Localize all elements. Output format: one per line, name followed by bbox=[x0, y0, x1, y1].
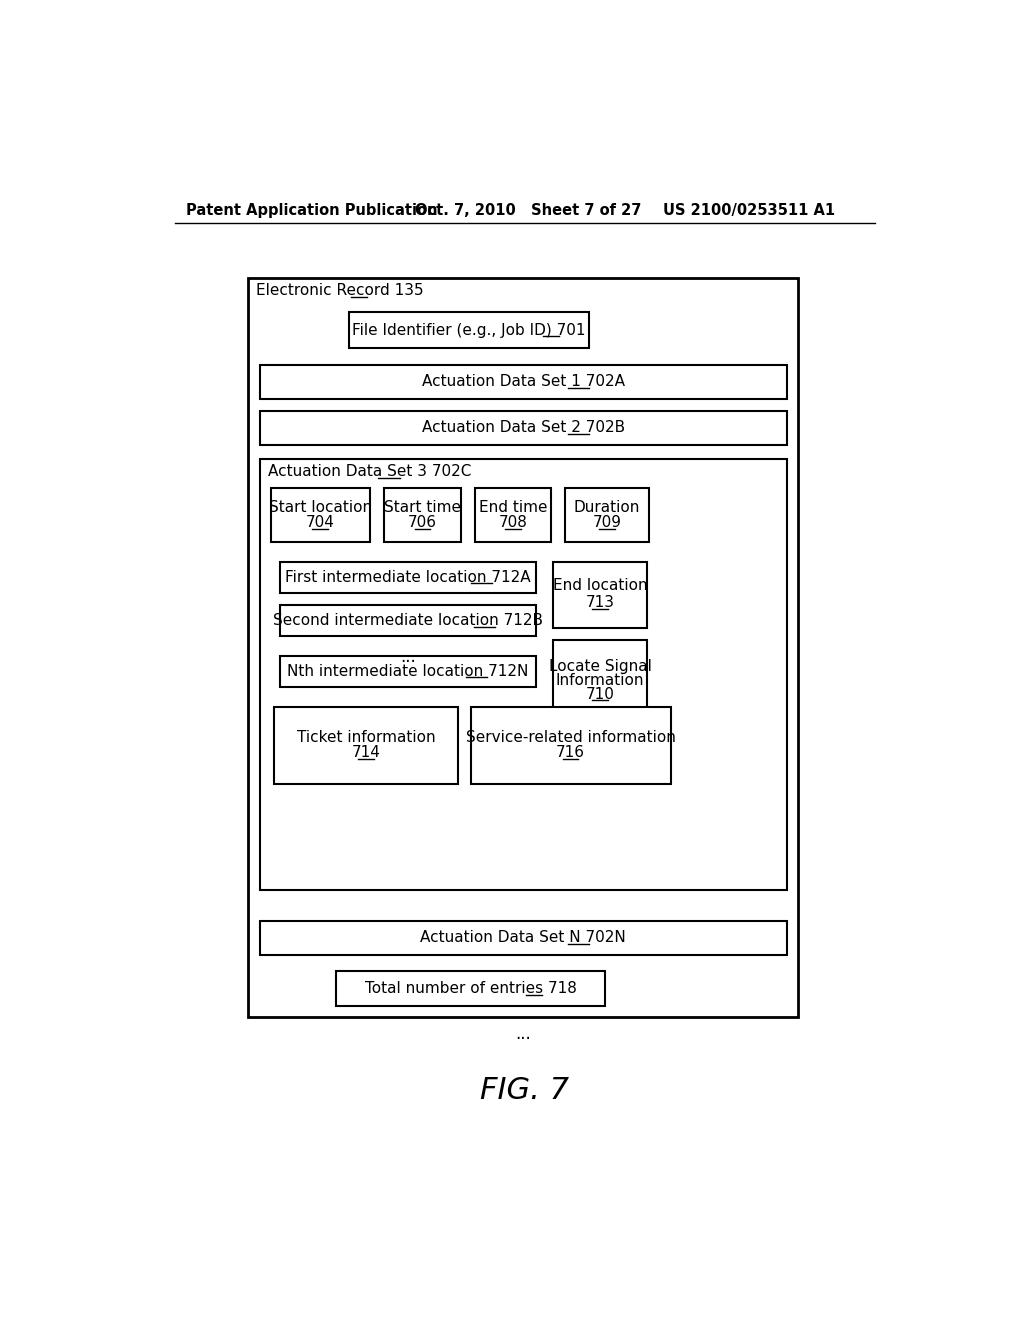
Text: 709: 709 bbox=[593, 515, 622, 531]
Text: 704: 704 bbox=[306, 515, 335, 531]
FancyBboxPatch shape bbox=[336, 970, 605, 1006]
FancyBboxPatch shape bbox=[280, 605, 536, 636]
Text: Duration: Duration bbox=[573, 500, 640, 515]
Text: File Identifier (e.g., Job ID) 701: File Identifier (e.g., Job ID) 701 bbox=[352, 322, 586, 338]
Text: Service-related information: Service-related information bbox=[466, 730, 676, 744]
Text: 710: 710 bbox=[586, 686, 614, 702]
FancyBboxPatch shape bbox=[384, 488, 461, 543]
Text: 713: 713 bbox=[586, 595, 614, 610]
FancyBboxPatch shape bbox=[270, 488, 370, 543]
FancyBboxPatch shape bbox=[280, 562, 536, 593]
Text: 716: 716 bbox=[556, 746, 585, 760]
Text: ...: ... bbox=[400, 648, 416, 667]
Text: Total number of entries 718: Total number of entries 718 bbox=[365, 981, 577, 997]
Text: End location: End location bbox=[553, 578, 647, 593]
FancyBboxPatch shape bbox=[553, 562, 647, 628]
Text: First intermediate location 712A: First intermediate location 712A bbox=[285, 570, 530, 585]
Text: US 2100/0253511 A1: US 2100/0253511 A1 bbox=[663, 203, 835, 218]
Text: Locate Signal: Locate Signal bbox=[549, 659, 651, 675]
Text: Electronic Record 135: Electronic Record 135 bbox=[256, 284, 424, 298]
FancyBboxPatch shape bbox=[260, 459, 786, 890]
FancyBboxPatch shape bbox=[273, 706, 458, 784]
FancyBboxPatch shape bbox=[260, 921, 786, 954]
FancyBboxPatch shape bbox=[349, 313, 589, 348]
Text: Nth intermediate location 712N: Nth intermediate location 712N bbox=[287, 664, 528, 678]
Text: ...: ... bbox=[515, 1024, 531, 1043]
FancyBboxPatch shape bbox=[475, 488, 551, 543]
Text: FIG. 7: FIG. 7 bbox=[480, 1076, 569, 1105]
FancyBboxPatch shape bbox=[260, 364, 786, 399]
Text: Start location: Start location bbox=[268, 500, 372, 515]
Text: 708: 708 bbox=[499, 515, 527, 531]
Text: Actuation Data Set N 702N: Actuation Data Set N 702N bbox=[421, 931, 626, 945]
Text: 714: 714 bbox=[351, 746, 380, 760]
FancyBboxPatch shape bbox=[260, 411, 786, 445]
FancyBboxPatch shape bbox=[471, 706, 671, 784]
Text: Start time: Start time bbox=[384, 500, 461, 515]
FancyBboxPatch shape bbox=[248, 277, 799, 1016]
FancyBboxPatch shape bbox=[280, 656, 536, 686]
Text: 706: 706 bbox=[408, 515, 437, 531]
Text: Actuation Data Set 2 702B: Actuation Data Set 2 702B bbox=[422, 420, 625, 436]
FancyBboxPatch shape bbox=[565, 488, 649, 543]
Text: End time: End time bbox=[479, 500, 548, 515]
Text: Second intermediate location 712B: Second intermediate location 712B bbox=[272, 612, 543, 628]
FancyBboxPatch shape bbox=[553, 640, 647, 721]
Text: Actuation Data Set 1 702A: Actuation Data Set 1 702A bbox=[422, 374, 625, 389]
Text: Actuation Data Set 3 702C: Actuation Data Set 3 702C bbox=[267, 465, 471, 479]
Text: Ticket information: Ticket information bbox=[297, 730, 435, 744]
Text: Information: Information bbox=[556, 673, 644, 688]
Text: Patent Application Publication: Patent Application Publication bbox=[186, 203, 437, 218]
Text: Oct. 7, 2010   Sheet 7 of 27: Oct. 7, 2010 Sheet 7 of 27 bbox=[415, 203, 641, 218]
